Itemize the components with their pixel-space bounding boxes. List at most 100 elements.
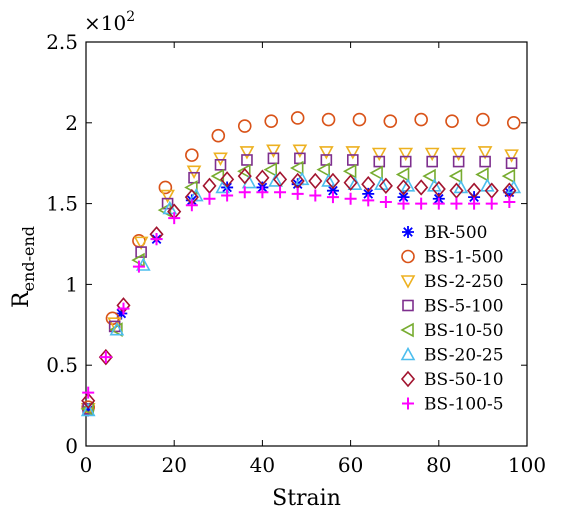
data-markers — [80, 111, 522, 417]
data-point — [168, 212, 181, 225]
data-point — [220, 171, 235, 188]
legend-marker — [400, 370, 416, 388]
data-point — [202, 177, 217, 195]
x-axis-label: Strain — [272, 486, 341, 511]
data-point — [321, 112, 336, 127]
data-point — [241, 154, 253, 166]
legend-marker — [402, 299, 414, 312]
data-point — [135, 246, 147, 258]
data-point — [379, 195, 392, 208]
data-point — [485, 197, 498, 210]
y-axis-label-subscript: end-end — [19, 226, 38, 291]
data-point — [109, 322, 123, 337]
y-tick-label: 0 — [65, 434, 78, 458]
legend-label: BR-500 — [424, 223, 487, 243]
data-point — [342, 163, 357, 179]
legend-label: BS-5-100 — [424, 297, 504, 317]
data-point — [422, 168, 436, 184]
data-point — [369, 165, 383, 181]
data-point — [294, 171, 310, 186]
legend-marker — [401, 249, 415, 264]
data-point — [325, 172, 341, 190]
data-point — [221, 189, 234, 202]
legend-item: BS-1-500 — [401, 248, 504, 268]
data-point — [371, 147, 387, 162]
data-point — [503, 195, 516, 208]
data-point — [308, 172, 323, 190]
data-point — [263, 162, 278, 178]
data-point — [203, 192, 216, 205]
data-point — [255, 169, 270, 186]
data-point — [362, 187, 375, 200]
data-point — [400, 178, 416, 192]
data-point — [318, 146, 334, 160]
data-point — [213, 152, 228, 167]
legend-label: BS-10-50 — [424, 321, 504, 341]
data-point — [432, 197, 445, 210]
legend: BR-500 BS-1-500 BS-2-250 BS-5-100 BS-10-50 BS… — [400, 223, 504, 415]
data-point — [399, 155, 412, 168]
data-point — [362, 194, 375, 207]
data-point — [98, 348, 113, 366]
data-point — [161, 197, 174, 210]
data-point — [373, 155, 386, 168]
plot-area — [85, 41, 528, 447]
data-point — [475, 167, 489, 182]
data-point — [132, 260, 145, 273]
data-point — [237, 167, 252, 185]
data-point — [451, 147, 466, 162]
data-point — [361, 175, 376, 193]
tick-group: 0 20 40 60 80 100 0 0.5 1 1.5 2 2.5 — [46, 30, 546, 477]
legend-item: BS-20-25 — [400, 346, 504, 366]
x-tick-label: 60 — [338, 453, 363, 477]
data-point — [186, 165, 202, 179]
y-axis-label-main: R — [9, 290, 34, 308]
data-point — [215, 179, 231, 194]
y-tick-label: 2 — [65, 111, 78, 135]
data-point — [396, 179, 411, 196]
data-point — [378, 177, 393, 195]
legend-marker — [400, 346, 416, 361]
data-point — [468, 197, 481, 210]
data-point — [135, 257, 151, 271]
data-point — [501, 168, 516, 184]
data-point — [237, 163, 251, 179]
data-point — [185, 199, 198, 212]
legend-label: BS-1-500 — [424, 248, 504, 268]
data-point — [374, 176, 389, 191]
data-point — [424, 147, 440, 162]
legend-label: BS-20-25 — [424, 346, 504, 366]
x-tick-label: 40 — [250, 453, 275, 477]
legend-marker — [400, 322, 414, 338]
y-multiplier-exponent: 2 — [126, 9, 135, 25]
data-point — [82, 386, 95, 399]
data-point — [290, 160, 304, 176]
data-point — [99, 351, 112, 364]
x-tick-label: 100 — [508, 453, 546, 477]
legend-label: BS-2-250 — [424, 272, 504, 292]
axes-box — [85, 41, 528, 447]
data-point — [115, 307, 128, 320]
y-multiplier-base: ×10 — [84, 11, 126, 35]
data-point — [80, 402, 96, 417]
data-point — [448, 168, 463, 184]
data-point — [450, 197, 463, 210]
data-point — [117, 302, 130, 315]
data-point — [133, 236, 149, 251]
data-point — [398, 147, 414, 162]
y-tick-label: 1 — [65, 272, 78, 296]
data-point — [395, 167, 410, 182]
data-point — [291, 187, 304, 200]
data-point — [347, 176, 363, 191]
data-point — [82, 404, 95, 417]
data-point — [150, 233, 163, 246]
data-point — [274, 186, 287, 199]
data-point — [109, 321, 125, 336]
data-point — [211, 128, 226, 143]
data-point — [264, 114, 279, 128]
data-point — [504, 149, 519, 163]
x-tick-label: 0 — [80, 453, 93, 477]
data-point — [476, 112, 490, 127]
data-point — [426, 155, 438, 168]
